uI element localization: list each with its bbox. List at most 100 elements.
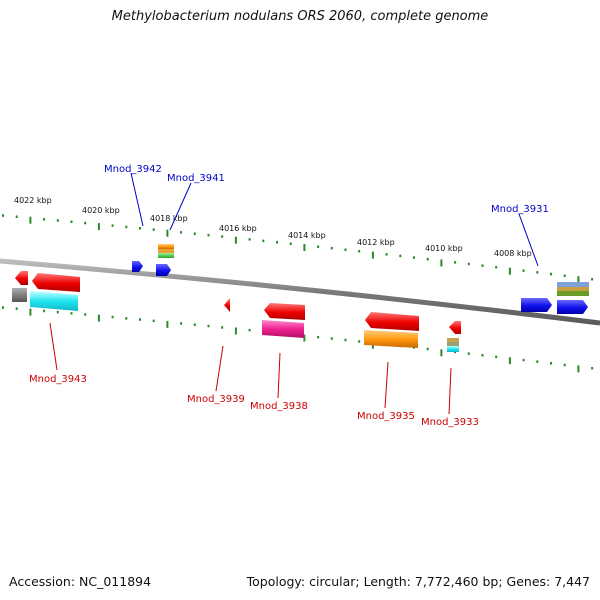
leader-line-mnod-3943 [49, 322, 58, 371]
minor-tick [330, 337, 333, 340]
minor-tick [43, 309, 46, 313]
major-tick [577, 276, 580, 284]
gene-arrow-mnod-3933[interactable] [447, 321, 461, 352]
minor-tick [317, 245, 320, 248]
minor-tick [344, 248, 347, 251]
gene-label-mnod-3938[interactable]: Mnod_3938 [250, 401, 308, 412]
major-tick [303, 334, 306, 342]
gene-arrow-mnod-3935[interactable] [364, 312, 419, 348]
major-tick [234, 236, 237, 244]
major-tick [166, 229, 169, 237]
scale-label: 4018 kbp [150, 214, 188, 223]
map-title: Methylobacterium nodulans ORS 2060, comp… [111, 9, 489, 24]
scale-label: 4022 kbp [14, 196, 52, 205]
minor-tick [207, 233, 210, 237]
major-tick [371, 251, 374, 259]
accession-text: Accession: NC_011894 [9, 574, 152, 589]
minor-tick [207, 324, 210, 328]
minor-tick [56, 310, 59, 314]
minor-tick [385, 253, 388, 256]
gene-annotation-stack [557, 282, 589, 296]
major-tick [508, 357, 511, 365]
minor-tick [563, 274, 566, 277]
leader-line-mnod-3935 [384, 361, 389, 409]
minor-tick [426, 257, 429, 261]
minor-tick [15, 307, 18, 310]
gene-arrow-mnod-3938[interactable] [262, 303, 305, 338]
genome-summary-text: Topology: circular; Length: 7,772,460 bp… [246, 574, 590, 589]
minor-tick [193, 232, 196, 235]
gene-arrow-mnod-3941[interactable] [156, 264, 171, 276]
gene-arrow-mnod-3942[interactable] [132, 261, 143, 272]
minor-tick [344, 338, 347, 342]
minor-tick [2, 306, 4, 309]
gene-label-mnod-3941[interactable]: Mnod_3941 [167, 173, 225, 184]
major-tick [440, 259, 443, 267]
minor-tick [536, 360, 539, 363]
minor-tick [125, 225, 128, 229]
scale-ticks-upper [2, 214, 594, 284]
minor-tick [358, 250, 361, 253]
minor-tick [152, 228, 155, 231]
minor-tick [248, 328, 251, 332]
minor-tick [70, 312, 73, 315]
scale-label: 4014 kbp [288, 231, 326, 240]
scale-label: 4008 kbp [494, 249, 532, 258]
minor-tick [426, 347, 429, 351]
minor-tick [536, 271, 539, 274]
minor-tick [454, 261, 457, 264]
major-tick [29, 308, 32, 316]
minor-tick [221, 326, 224, 329]
major-tick [440, 349, 443, 357]
leader-line-mnod-3941 [169, 182, 192, 231]
gene-label-mnod-3933[interactable]: Mnod_3933 [421, 417, 479, 428]
minor-tick [481, 264, 484, 267]
scale-label: 4010 kbp [425, 244, 463, 253]
genome-backbone [0, 258, 600, 326]
minor-tick [317, 335, 320, 339]
major-tick [29, 216, 32, 224]
minor-tick [262, 239, 265, 243]
minor-tick [289, 242, 292, 245]
minor-tick [248, 238, 251, 241]
minor-tick [125, 317, 128, 320]
gene-arrow-mnod-3931[interactable] [521, 298, 588, 314]
gene-annotation-stack [158, 244, 174, 258]
minor-tick [139, 227, 141, 230]
minor-tick [139, 318, 141, 321]
minor-tick [152, 319, 155, 323]
gene-label-mnod-3931[interactable]: Mnod_3931 [491, 204, 549, 215]
major-tick [508, 267, 511, 275]
minor-tick [56, 219, 59, 222]
gene-label-mnod-3943[interactable]: Mnod_3943 [29, 374, 87, 385]
minor-tick [495, 266, 498, 269]
minor-tick [413, 256, 415, 259]
major-tick [234, 327, 237, 335]
gene-label-mnod-3942[interactable]: Mnod_3942 [104, 164, 162, 175]
minor-tick [180, 322, 183, 325]
minor-tick [563, 363, 566, 367]
minor-tick [399, 254, 402, 258]
minor-tick [111, 224, 114, 227]
gene-arrow-mnod-3943[interactable] [12, 271, 80, 311]
gene-label-mnod-3935[interactable]: Mnod_3935 [357, 411, 415, 422]
gene-label-mnod-3939[interactable]: Mnod_3939 [187, 394, 245, 405]
minor-tick [467, 262, 470, 266]
minor-tick [454, 350, 457, 354]
minor-tick [550, 272, 552, 276]
scale-label: 4012 kbp [357, 238, 395, 247]
minor-tick [180, 231, 183, 234]
gene-arrow-mnod-3939[interactable] [224, 298, 230, 312]
scale-label: 4016 kbp [219, 224, 257, 233]
minor-tick [43, 218, 46, 221]
minor-tick [330, 247, 333, 250]
minor-tick [591, 367, 594, 370]
minor-tick [193, 323, 196, 326]
minor-tick [481, 354, 484, 357]
minor-tick [84, 313, 87, 316]
major-tick [97, 223, 100, 231]
minor-tick [522, 269, 525, 272]
leader-line-mnod-3931 [518, 213, 539, 267]
minor-tick [550, 362, 552, 365]
minor-tick [221, 235, 224, 238]
